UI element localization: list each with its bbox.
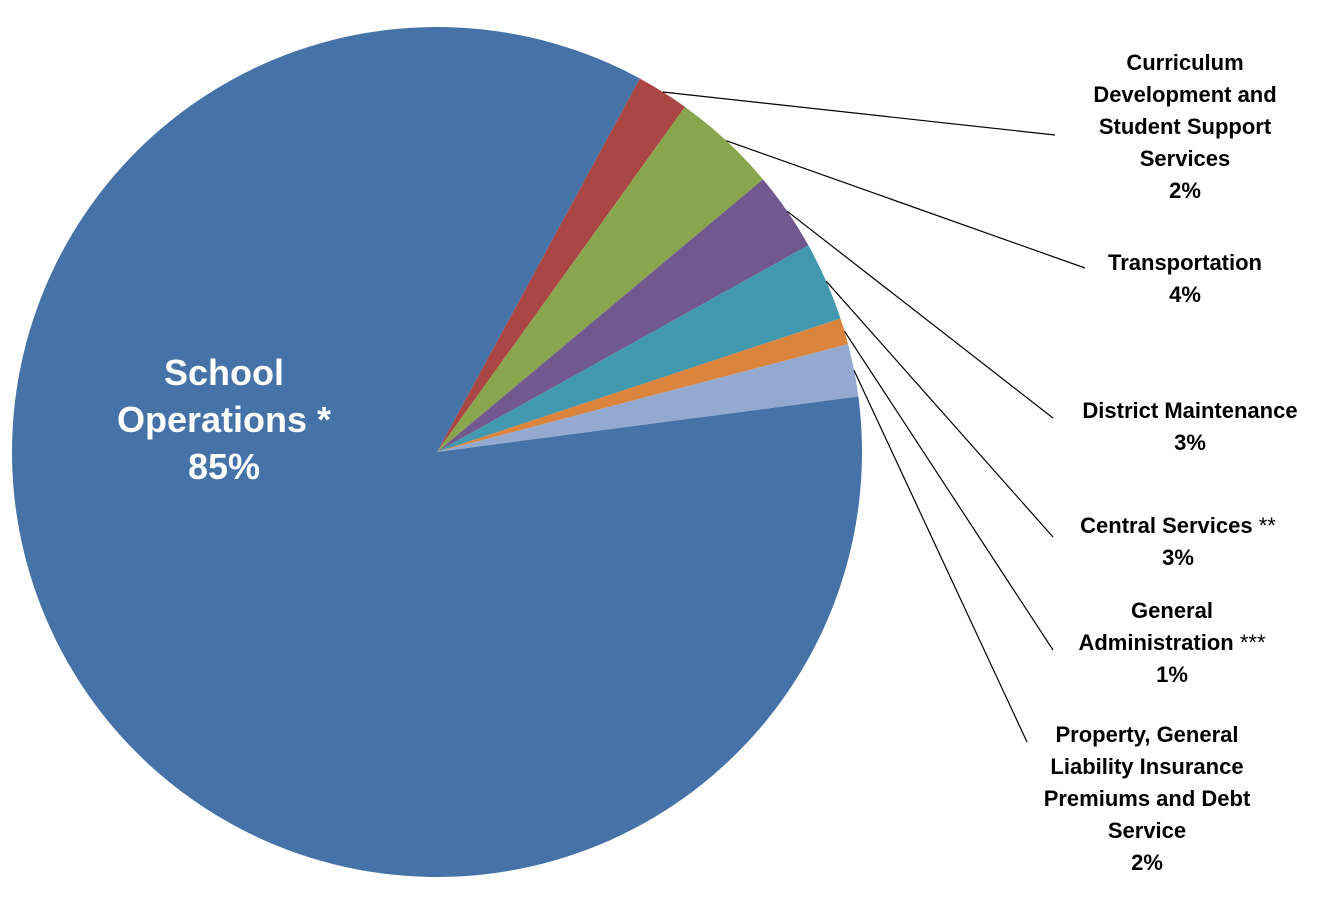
pie-slice-general-administration	[437, 318, 849, 452]
pie-slice-transportation	[437, 106, 764, 453]
slice-value-curriculum-development-and-student-support-services: 2%	[1169, 178, 1201, 203]
pie-slice-central-services	[437, 245, 841, 452]
pie-slice-school-operations	[11, 26, 862, 877]
leader-line-general-administration	[843, 330, 1054, 651]
slice-label-district-maintenance: District Maintenance 3%	[1082, 398, 1297, 455]
pie-slice-district-maintenance	[437, 179, 809, 452]
pie-slice-curriculum-development-and-student-support-services	[437, 78, 686, 452]
pie-slice-property-general-liability-insurance-premiums-and-debt-service	[437, 344, 859, 452]
slice-value-district-maintenance: 3%	[1174, 430, 1206, 455]
pie-slices	[11, 26, 862, 877]
leader-line-central-services	[825, 280, 1054, 538]
slice-label-property-general-liability-insurance-premiums-and-debt-service: Property, General Liability Insurance Prem…	[1044, 722, 1251, 875]
slice-label-transportation: Transportation 4%	[1108, 250, 1262, 307]
slice-label-central-services: Central Services ** 3%	[1080, 513, 1276, 570]
leader-lines	[662, 91, 1086, 743]
leader-line-district-maintenance	[786, 210, 1054, 419]
slice-value-transportation: 4%	[1169, 282, 1201, 307]
slice-value-general-administration: 1%	[1156, 662, 1188, 687]
slice-label-school-operations: School Operations * 85%	[117, 352, 331, 487]
leader-line-transportation	[726, 140, 1086, 269]
slice-value-central-services: 3%	[1162, 545, 1194, 570]
leader-line-curriculum-development-and-student-support-services	[662, 91, 1056, 136]
slice-label-curriculum-development-and-student-support-services: Curriculum Development and Student Support…	[1093, 50, 1276, 203]
slice-value-property-general-liability-insurance-premiums-and-debt-service: 2%	[1131, 850, 1163, 875]
slice-labels: Curriculum Development and Student Support…	[117, 50, 1298, 875]
slice-label-general-administration: General Administration *** 1%	[1078, 598, 1265, 687]
leader-line-property-general-liability-insurance-premiums-and-debt-service	[853, 369, 1028, 743]
